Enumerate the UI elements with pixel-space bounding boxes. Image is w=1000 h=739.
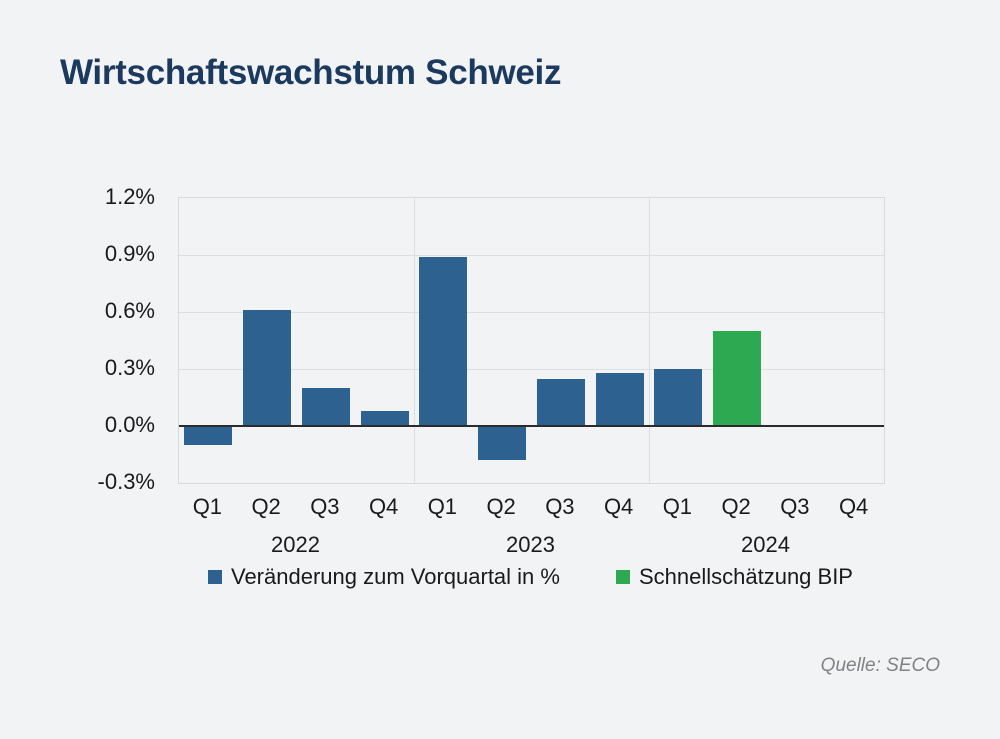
bar-q2-0: [478, 426, 527, 461]
x-axis-quarter-label: Q1: [427, 494, 458, 519]
bar-q2-1: [713, 331, 762, 426]
legend-item: Veränderung zum Vorquartal in %: [207, 564, 560, 590]
gridline: [179, 368, 884, 370]
bar-q1-0: [654, 369, 703, 426]
x-axis-quarter-label: Q4: [603, 494, 634, 519]
x-axis-quarter-label: Q4: [838, 494, 869, 519]
chart-title: Wirtschaftswachstum Schweiz: [60, 53, 562, 92]
y-axis-tick-label: 0.0%: [104, 412, 155, 437]
gridline: [179, 254, 884, 256]
y-axis-tick-label: -0.3%: [97, 469, 155, 494]
legend-label: Veränderung zum Vorquartal in %: [230, 564, 560, 589]
source-caption: Quelle: SECO: [820, 655, 940, 676]
x-axis-quarter-label: Q2: [486, 494, 516, 519]
bar-q4-0: [595, 372, 644, 426]
bar-q2-0: [243, 310, 292, 426]
x-axis-year-label: 2022: [271, 532, 320, 557]
x-axis-quarter-label: Q1: [192, 494, 223, 519]
gridline: [413, 198, 415, 483]
y-axis-tick-label: 1.2%: [104, 184, 155, 209]
x-axis-year-label: 2024: [741, 532, 790, 557]
x-axis-quarter-label: Q3: [780, 494, 810, 519]
x-axis-quarter-label: Q2: [721, 494, 751, 519]
x-axis-quarter-label: Q3: [545, 494, 575, 519]
y-axis-tick-label: 0.9%: [104, 241, 155, 266]
zero-axis-line: [179, 425, 884, 427]
x-axis-quarter-label: Q4: [368, 494, 399, 519]
x-axis-quarter-label: Q2: [251, 494, 281, 519]
legend-item: Schnellschätzung BIP: [615, 564, 853, 590]
x-axis-quarter-label: Q1: [662, 494, 693, 519]
x-axis-year-label: 2023: [506, 532, 555, 557]
plot-area: [178, 197, 885, 484]
gridline: [179, 311, 884, 313]
bar-q3-0: [536, 378, 585, 426]
y-axis-tick-label: 0.6%: [104, 298, 155, 323]
x-axis-quarter-label: Q3: [310, 494, 340, 519]
legend-label: Schnellschätzung BIP: [638, 564, 853, 589]
bar-q1-0: [184, 426, 233, 445]
gridline: [648, 198, 650, 483]
legend-color-swatch: [615, 570, 630, 584]
bar-q3-0: [301, 388, 350, 426]
legend: Veränderung zum Vorquartal in % Schnellsc…: [178, 564, 883, 590]
y-axis-tick-label: 0.3%: [104, 355, 155, 380]
bar-q1-0: [419, 256, 468, 426]
bar-q4-0: [360, 410, 409, 426]
legend-color-swatch: [207, 570, 222, 584]
